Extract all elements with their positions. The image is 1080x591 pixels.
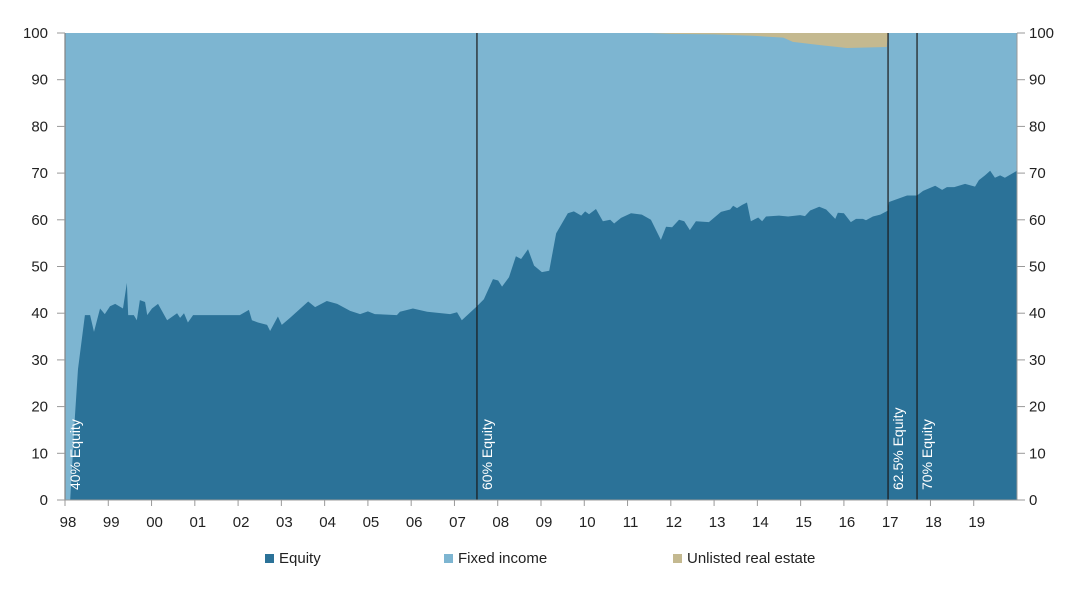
x-tick-label: 17 <box>882 514 899 531</box>
y-tick-label-right: 10 <box>1029 445 1046 462</box>
legend-label-real-estate: Unlisted real estate <box>687 550 816 567</box>
y-tick-label-right: 50 <box>1029 259 1046 276</box>
x-tick-label: 98 <box>60 514 77 531</box>
y-tick-label-right: 70 <box>1029 165 1046 182</box>
legend-swatch-equity <box>265 554 274 563</box>
legend-item-equity: Equity <box>265 550 321 567</box>
area-equity <box>65 170 1017 500</box>
x-tick-label: 14 <box>752 514 769 531</box>
chart: 40% Equity 60% Equity 62.5% Equity 70% Equi… <box>23 25 1054 531</box>
y-tick-label-left: 100 <box>23 25 48 42</box>
x-tick-label: 09 <box>536 514 553 531</box>
y-tick-label-left: 10 <box>31 445 48 462</box>
y-tick-label-left: 80 <box>31 118 48 135</box>
x-tick-label: 05 <box>363 514 380 531</box>
y-tick-label-left: 70 <box>31 165 48 182</box>
x-tick-label: 03 <box>276 514 293 531</box>
annotation-label: 70% Equity <box>919 419 935 490</box>
y-tick-label-left: 40 <box>31 305 48 322</box>
y-tick-label-right: 40 <box>1029 305 1046 322</box>
y-tick-label-left: 20 <box>31 399 48 416</box>
y-tick-label-left: 60 <box>31 212 48 229</box>
x-tick-label: 07 <box>449 514 466 531</box>
y-tick-label-right: 0 <box>1029 492 1037 509</box>
legend-swatch-fixed-income <box>444 554 453 563</box>
x-tick-label: 13 <box>709 514 726 531</box>
x-tick-label: 18 <box>925 514 942 531</box>
y-tick-label-left: 0 <box>40 492 48 509</box>
legend-label-fixed-income: Fixed income <box>458 550 548 567</box>
y-tick-label-left: 30 <box>31 352 48 369</box>
y-tick-label-right: 20 <box>1029 399 1046 416</box>
x-tick-label: 00 <box>146 514 163 531</box>
annotation-label: 60% Equity <box>479 419 495 490</box>
legend-swatch-real-estate <box>673 554 682 563</box>
x-tick-label: 08 <box>492 514 509 531</box>
y-tick-label-left: 90 <box>31 72 48 89</box>
x-tick-label: 15 <box>795 514 812 531</box>
x-tick-label: 02 <box>233 514 250 531</box>
x-tick-label: 12 <box>665 514 682 531</box>
y-tick-label-right: 60 <box>1029 212 1046 229</box>
x-tick-label: 11 <box>623 514 639 531</box>
y-tick-label-right: 100 <box>1029 25 1054 42</box>
x-tick-label: 16 <box>839 514 856 531</box>
x-tick-label: 01 <box>189 514 206 531</box>
x-tick-label: 06 <box>406 514 423 531</box>
y-tick-label-left: 50 <box>31 259 48 276</box>
legend-label-equity: Equity <box>279 550 321 567</box>
y-tick-label-right: 30 <box>1029 352 1046 369</box>
x-tick-label: 04 <box>319 514 336 531</box>
legend-item-fixed-income: Fixed income <box>444 550 547 567</box>
y-tick-label-right: 80 <box>1029 118 1046 135</box>
x-tick-label: 99 <box>103 514 120 531</box>
annotation-label: 62.5% Equity <box>890 408 906 491</box>
x-tick-label: 10 <box>579 514 596 531</box>
legend-item-real-estate: Unlisted real estate <box>673 550 815 567</box>
annotation-label: 40% Equity <box>67 419 83 490</box>
y-tick-label-right: 90 <box>1029 72 1046 89</box>
area-unlisted-real-estate <box>650 33 889 48</box>
legend: Equity Fixed income Unlisted real estate <box>0 550 1080 570</box>
x-tick-label: 19 <box>968 514 985 531</box>
